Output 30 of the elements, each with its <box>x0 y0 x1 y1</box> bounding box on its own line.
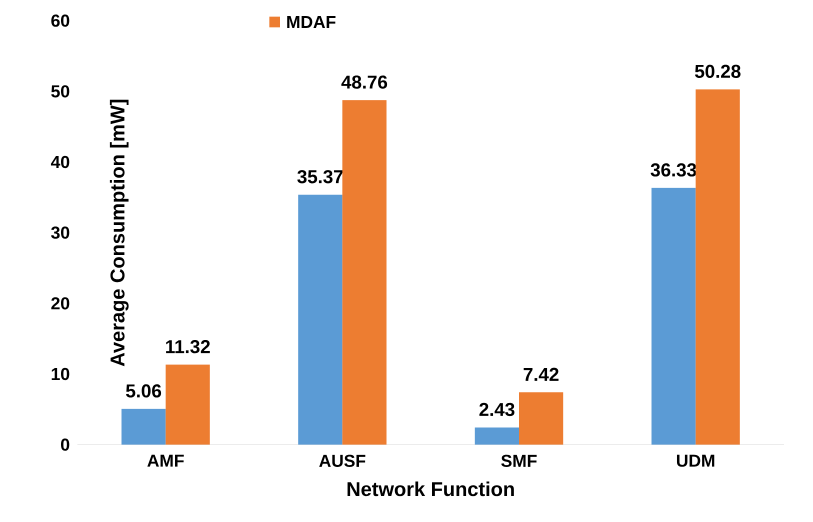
bar <box>122 408 166 445</box>
y-tick-label: 60 <box>51 14 70 27</box>
x-tick-label: AMF <box>147 454 184 467</box>
data-label: 50.28 <box>694 64 741 78</box>
bar <box>652 188 696 445</box>
x-tick-label: AUSF <box>319 454 366 467</box>
y-tick-label: 30 <box>51 226 70 239</box>
data-label: 11.32 <box>166 340 210 354</box>
y-tick-label: 20 <box>51 297 70 310</box>
bar <box>298 194 342 445</box>
bar <box>474 427 520 445</box>
bar <box>342 100 387 445</box>
y-tick-label: 10 <box>52 368 70 380</box>
data-label: 35.37 <box>297 170 343 184</box>
data-label: 2.43 <box>479 402 514 416</box>
legend-label: MDAF <box>287 16 336 28</box>
data-label: 5.06 <box>126 384 162 398</box>
y-tick-label: 50 <box>51 85 70 98</box>
bar <box>519 392 564 445</box>
y-tick-label: 0 <box>61 438 70 451</box>
bar <box>696 89 740 445</box>
data-label: 36.33 <box>650 163 696 177</box>
data-label: 7.42 <box>524 368 559 381</box>
data-label: 48.76 <box>341 75 388 89</box>
y-tick-label: 40 <box>50 156 70 168</box>
y-axis-title: Average Consumption [mW] <box>110 100 129 366</box>
x-axis-title: Network Function <box>348 481 514 496</box>
bar <box>166 364 210 445</box>
x-tick-label: SMF <box>501 454 537 467</box>
x-tick-label: UDM <box>676 454 714 467</box>
